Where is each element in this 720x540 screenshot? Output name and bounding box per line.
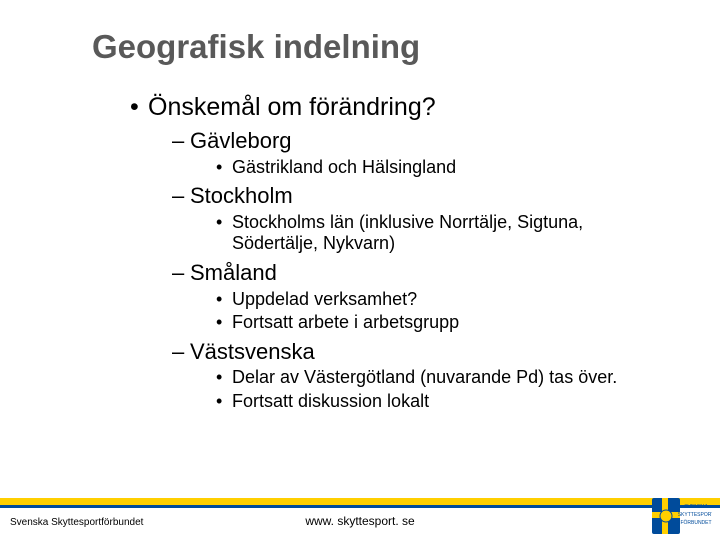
bullet-icon: • [130,92,148,123]
logo-icon: SVENSKA SKYTTESPORT FÖRBUNDET [650,494,712,538]
bullet-lvl3: •Stockholms län (inklusive Norrtälje, Si… [216,212,670,255]
svg-text:FÖRBUNDET: FÖRBUNDET [680,519,711,526]
dot-icon: • [216,312,232,334]
footer-url: www. skyttesport. se [0,514,720,528]
lvl2-text: Gävleborg [190,128,292,153]
svg-text:SKYTTESPORT: SKYTTESPORT [678,512,712,518]
footer-band [0,498,720,508]
bullet-lvl3: •Fortsatt arbete i arbetsgrupp [216,312,670,334]
bullet-lvl2: –Västsvenska [172,338,670,366]
bullet-lvl2: –Stockholm [172,182,670,210]
bullet-lvl3: •Fortsatt diskussion lokalt [216,391,670,413]
band-yellow [0,498,720,505]
lvl1-text: Önskemål om förändring? [148,93,436,121]
dash-icon: – [172,338,190,366]
dot-icon: • [216,391,232,413]
dot-icon: • [216,212,232,255]
slide: Geografisk indelning •Önskemål om föränd… [0,0,720,540]
bullet-lvl3: •Uppdelad verksamhet? [216,289,670,311]
bullet-lvl2: –Småland [172,259,670,287]
lvl3-text: Stockholms län (inklusive Norrtälje, Sig… [232,212,670,255]
dash-icon: – [172,259,190,287]
slide-title: Geografisk indelning [92,28,420,66]
dot-icon: • [216,367,232,389]
bullet-lvl3: •Delar av Västergötland (nuvarande Pd) t… [216,367,670,389]
dot-icon: • [216,289,232,311]
band-blue [0,505,720,508]
bullet-lvl2: –Gävleborg [172,127,670,155]
dash-icon: – [172,182,190,210]
lvl3-text: Fortsatt arbete i arbetsgrupp [232,312,459,334]
lvl2-text: Småland [190,260,277,285]
dot-icon: • [216,157,232,179]
lvl3-text: Uppdelad verksamhet? [232,289,417,311]
slide-content: •Önskemål om förändring? –Gävleborg •Gäs… [130,92,670,418]
bullet-lvl1: •Önskemål om förändring? [130,92,670,123]
lvl3-text: Fortsatt diskussion lokalt [232,391,429,413]
bullet-lvl3: •Gästrikland och Hälsingland [216,157,670,179]
lvl2-text: Västsvenska [190,339,315,364]
lvl2-text: Stockholm [190,183,293,208]
lvl3-text: Gästrikland och Hälsingland [232,157,456,179]
lvl3-text: Delar av Västergötland (nuvarande Pd) ta… [232,367,617,389]
svg-text:SVENSKA: SVENSKA [684,504,708,510]
dash-icon: – [172,127,190,155]
